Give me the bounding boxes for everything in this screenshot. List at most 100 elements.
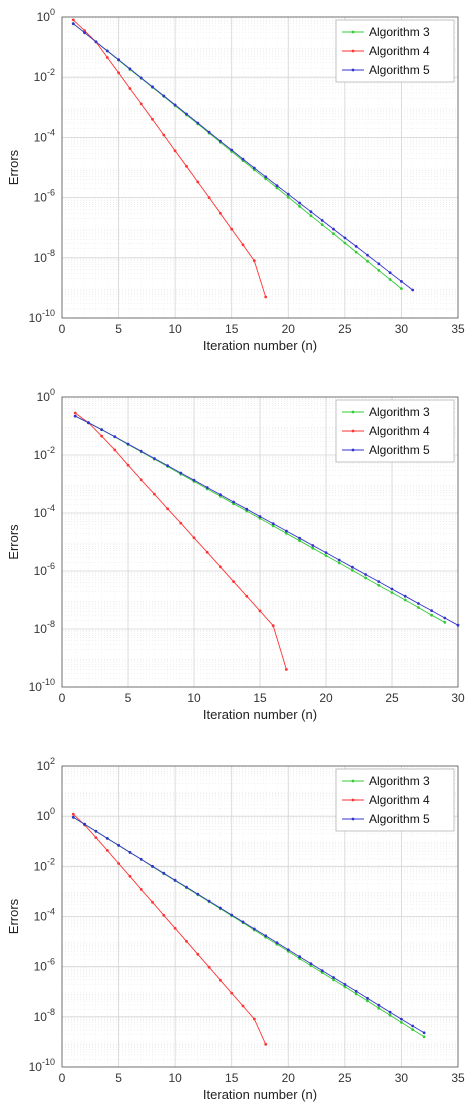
legend-marker	[351, 49, 355, 53]
data-point	[311, 544, 315, 547]
data-point	[400, 280, 403, 283]
series-algorithm-5	[73, 414, 460, 627]
data-point	[417, 602, 420, 605]
data-point	[162, 133, 166, 137]
axes-frame	[61, 765, 459, 1068]
data-point	[87, 421, 90, 425]
data-point	[411, 288, 415, 292]
data-point	[366, 253, 369, 257]
data-point	[354, 250, 358, 254]
data-point	[264, 1042, 268, 1046]
data-point	[332, 232, 335, 236]
series-algorithm-5	[71, 22, 415, 292]
data-point	[264, 295, 268, 299]
data-point	[105, 49, 109, 53]
data-point	[285, 668, 288, 671]
data-point	[73, 411, 77, 415]
data-point	[377, 1003, 381, 1007]
data-point	[207, 196, 211, 200]
series-line	[74, 415, 459, 626]
y-tick-label: 10-10	[29, 1057, 55, 1074]
data-point	[179, 521, 183, 525]
data-point	[364, 573, 367, 576]
data-point	[71, 815, 75, 819]
data-point	[241, 243, 245, 247]
data-point	[126, 463, 130, 467]
data-point	[285, 531, 288, 535]
y-tick-label: 10-8	[34, 248, 55, 265]
data-point	[192, 536, 196, 540]
y-axis-label: Errors	[6, 898, 21, 934]
x-tick-label: 20	[282, 1071, 296, 1085]
data-point	[139, 102, 143, 106]
data-point	[71, 812, 75, 816]
data-point	[139, 76, 143, 80]
y-tick-label: 100	[37, 7, 55, 24]
data-point	[337, 561, 341, 565]
data-point	[94, 836, 98, 839]
data-point	[230, 991, 234, 995]
y-tick-label: 10-4	[34, 503, 55, 520]
x-axis-label: Iteration number (n)	[203, 707, 317, 722]
y-tick-label: 10-4	[34, 907, 55, 924]
data-point	[366, 259, 369, 263]
x-tick-label: 10	[187, 691, 201, 705]
chart-3: 0 5 10 15 20 25 30 35 10-10 10-8 10-6 10-4 10-2 100 10…	[6, 756, 465, 1102]
data-point	[271, 524, 275, 528]
y-axis-label: Errors	[6, 524, 21, 560]
data-point	[286, 192, 290, 196]
legend-label: Algorithm 3	[369, 774, 430, 788]
data-point	[117, 843, 120, 847]
axes-frame	[61, 16, 459, 319]
data-point	[205, 486, 209, 489]
data-point	[83, 31, 86, 35]
data-point	[388, 1010, 392, 1014]
data-point	[456, 623, 460, 627]
data-point	[232, 500, 236, 504]
data-point	[343, 236, 347, 240]
data-point	[354, 245, 358, 248]
data-point	[320, 223, 324, 227]
data-point	[309, 210, 313, 214]
data-point	[105, 849, 109, 852]
data-point	[417, 606, 420, 609]
data-point	[219, 565, 222, 569]
legend-label: Algorithm 4	[369, 793, 430, 807]
data-point	[173, 103, 177, 107]
data-point	[219, 978, 222, 982]
x-tick-label: 0	[59, 1071, 66, 1085]
data-point	[100, 428, 103, 431]
data-point	[241, 920, 245, 924]
series-algorithm-4	[71, 18, 268, 299]
legend-marker	[351, 68, 355, 72]
data-point	[324, 551, 328, 554]
data-point	[100, 434, 103, 438]
data-point	[219, 211, 222, 215]
data-point	[286, 948, 290, 952]
y-tick-label: 100	[37, 387, 55, 404]
data-point	[298, 201, 301, 205]
x-tick-label: 0	[59, 691, 66, 705]
data-point	[275, 186, 279, 190]
data-point	[332, 978, 335, 982]
data-point	[388, 271, 392, 275]
data-point	[166, 464, 170, 467]
data-point	[151, 900, 154, 904]
x-tick-label: 15	[253, 691, 267, 705]
data-point	[298, 205, 301, 208]
data-point	[309, 214, 313, 218]
data-point	[443, 620, 447, 624]
data-point	[403, 598, 407, 602]
data-point	[275, 941, 279, 945]
data-point	[275, 184, 279, 188]
legend-label: Algorithm 5	[369, 812, 430, 826]
data-point	[320, 219, 324, 222]
data-point	[162, 94, 166, 98]
data-point	[388, 1013, 392, 1017]
data-point	[219, 493, 222, 496]
data-point	[377, 580, 381, 583]
x-axis-label: Iteration number (n)	[203, 338, 317, 353]
data-point	[207, 965, 211, 969]
data-point	[400, 287, 403, 290]
